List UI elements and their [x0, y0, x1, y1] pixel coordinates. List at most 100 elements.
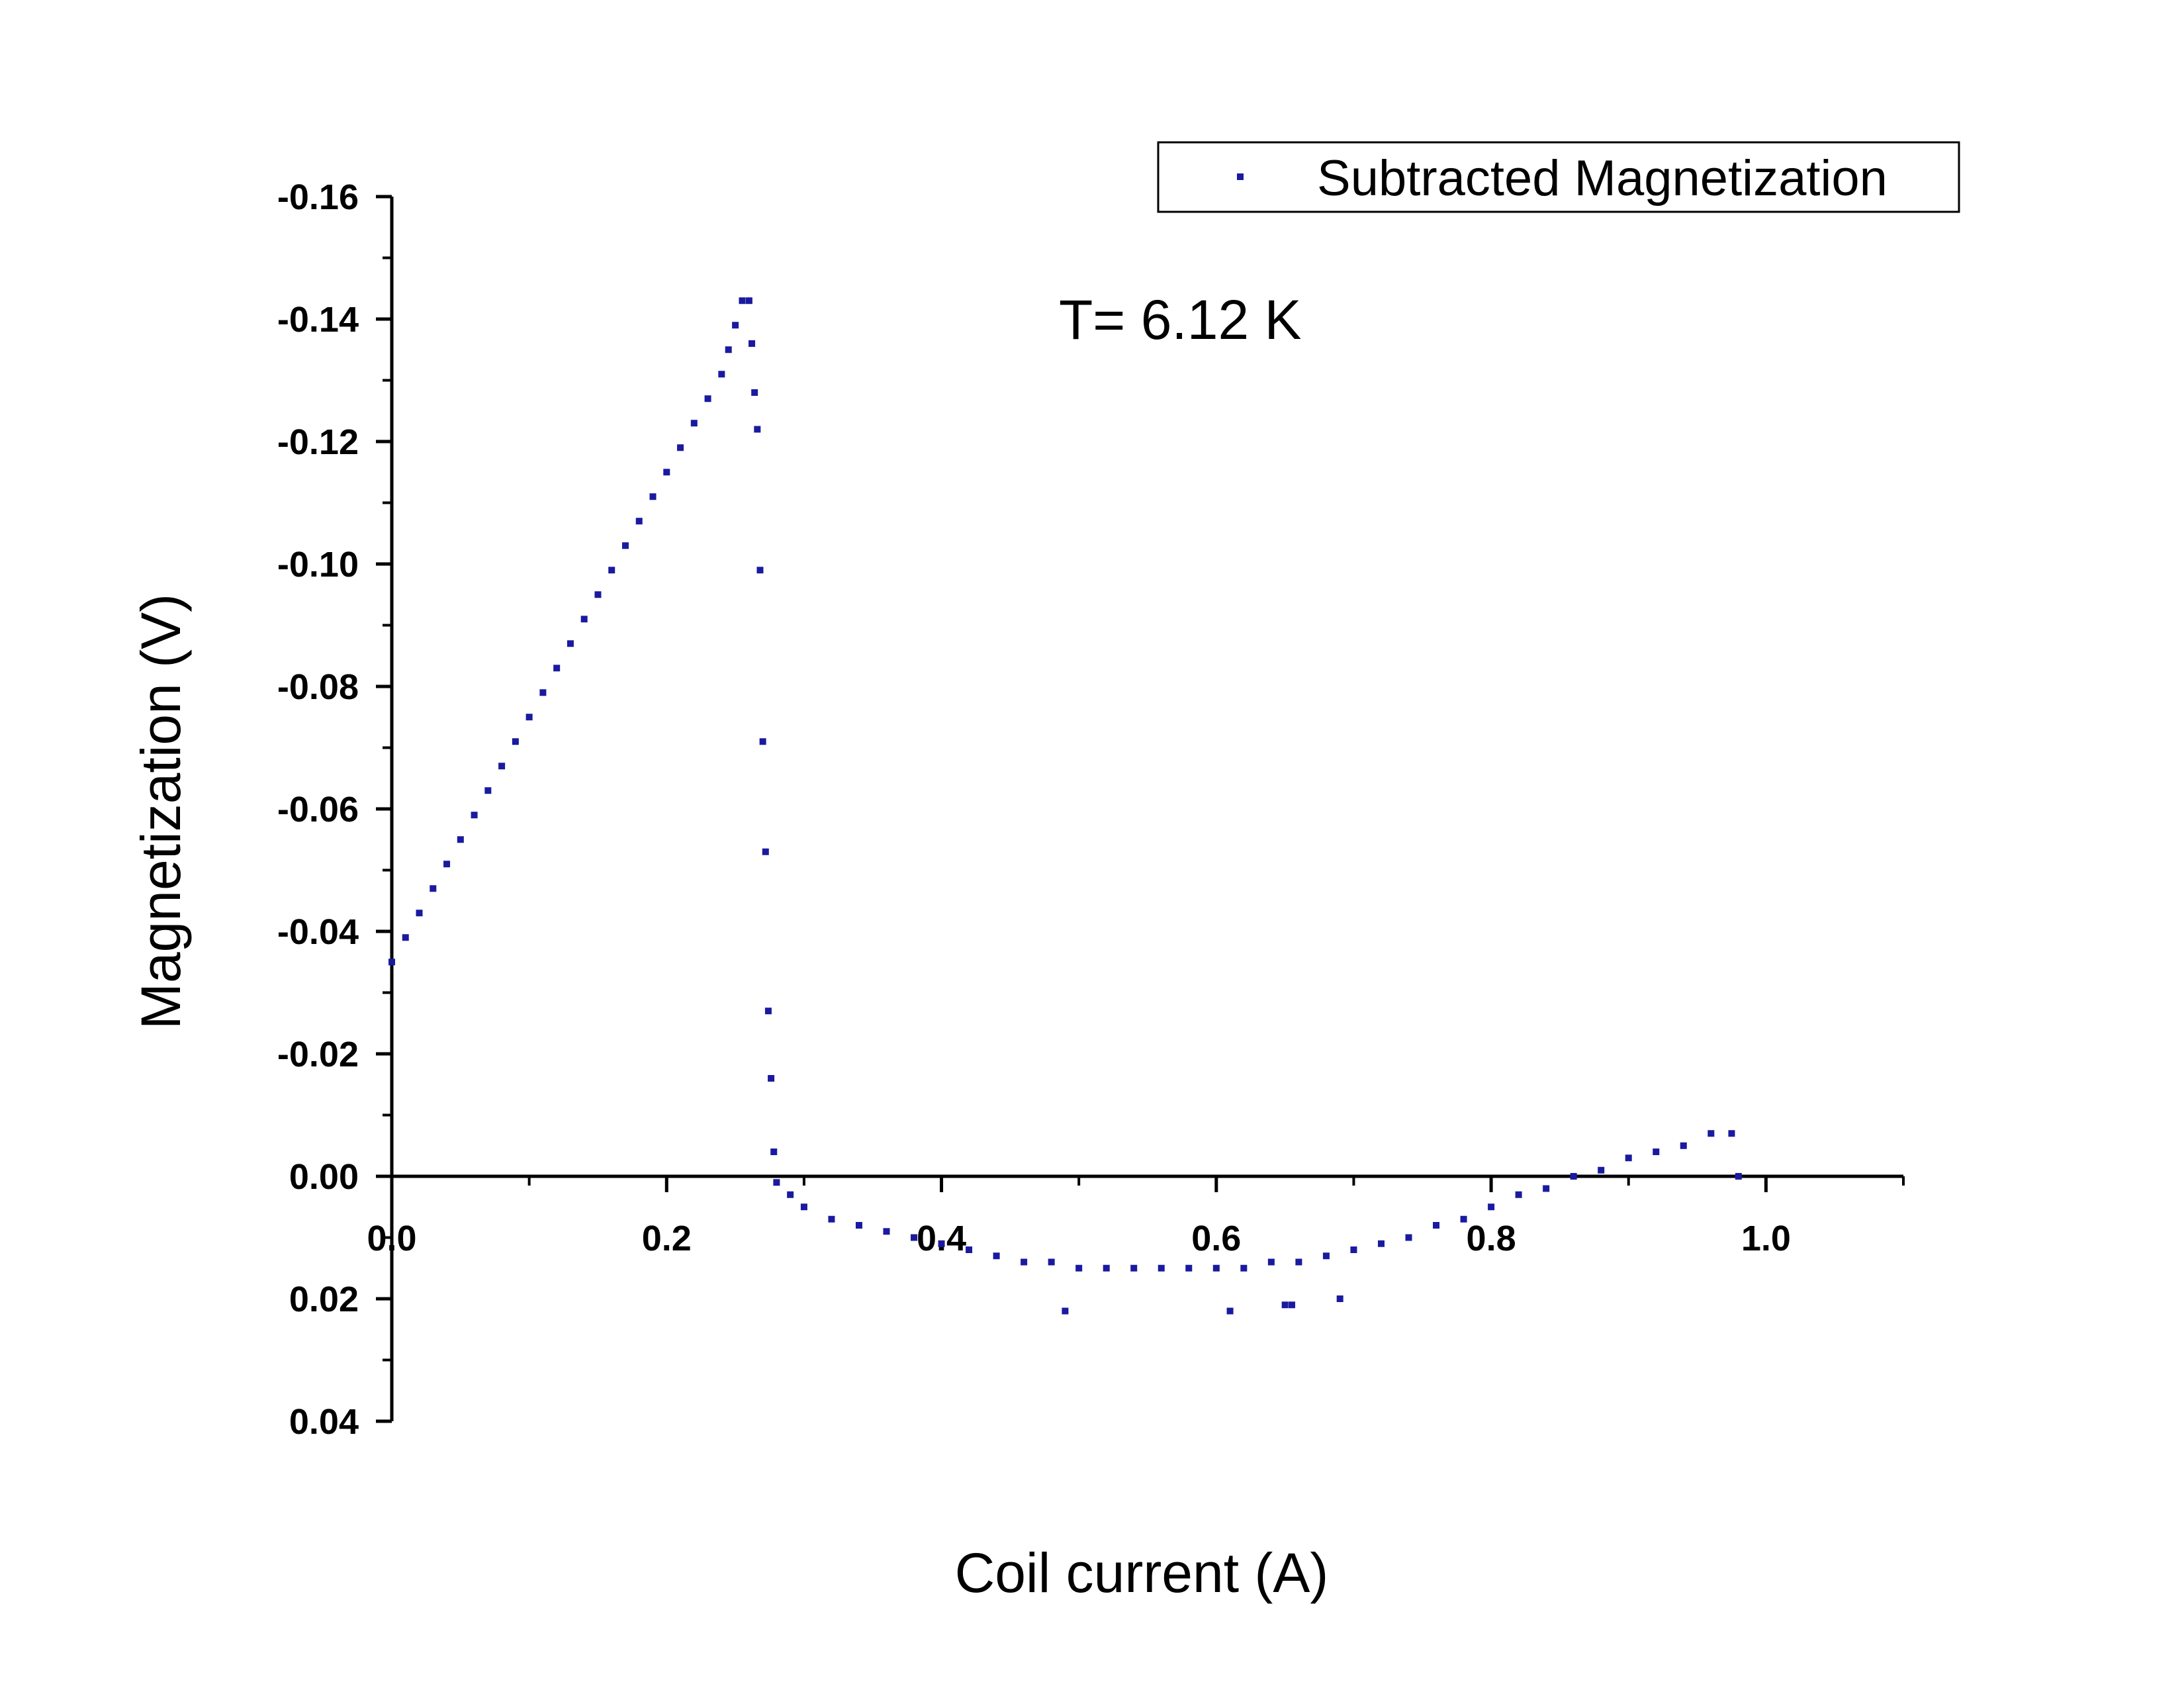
data-point — [1433, 1222, 1440, 1229]
data-point — [690, 420, 698, 427]
data-point — [749, 340, 756, 347]
data-point — [402, 934, 409, 941]
y-tick-label: -0.10 — [277, 545, 359, 585]
y-tick-label: -0.08 — [277, 667, 359, 707]
data-point — [443, 861, 451, 868]
data-point — [1625, 1154, 1632, 1162]
x-tick-label: 0.2 — [642, 1219, 692, 1258]
data-point — [1488, 1203, 1495, 1211]
data-point — [512, 738, 519, 745]
data-point — [993, 1252, 1000, 1260]
data-point — [1350, 1246, 1357, 1253]
data-point — [754, 426, 761, 433]
x-tick-label: 0.4 — [917, 1219, 966, 1258]
x-tick-label: 1.0 — [1741, 1219, 1791, 1258]
data-point — [764, 1008, 772, 1015]
data-point — [1653, 1149, 1660, 1155]
x-axis-ticks: 0.0 0.2 0.4 0.6 0.8 1.0 — [367, 1176, 1905, 1258]
legend-box — [1157, 141, 1960, 213]
data-point — [718, 371, 725, 378]
data-point — [388, 959, 395, 966]
data-point — [787, 1191, 794, 1198]
x-axis-title: Coil current (A) — [955, 1542, 1329, 1604]
data-point — [1295, 1258, 1302, 1266]
data-point — [725, 346, 732, 353]
data-point — [1322, 1252, 1330, 1260]
y-tick-label: -0.14 — [277, 300, 359, 340]
data-point — [1543, 1185, 1550, 1192]
data-point — [762, 848, 769, 855]
data-point — [1281, 1301, 1289, 1309]
data-point — [416, 910, 423, 917]
data-point — [594, 591, 602, 598]
data-point — [663, 469, 670, 476]
data-point — [1515, 1191, 1522, 1198]
data-point — [1103, 1264, 1110, 1272]
data-point — [938, 1240, 945, 1247]
data-point — [430, 885, 437, 892]
data-point — [1405, 1234, 1412, 1241]
data-point — [1062, 1307, 1069, 1315]
data-point — [1735, 1173, 1742, 1180]
legend-series-label: Subtracted Magnetization — [1317, 150, 1888, 207]
data-point — [751, 389, 758, 396]
legend-marker — [1237, 173, 1244, 180]
legend: Subtracted Magnetization — [1157, 141, 1960, 213]
data-point — [525, 714, 533, 721]
y-tick-label: -0.06 — [277, 790, 359, 829]
data-point — [759, 738, 766, 745]
data-point — [1130, 1264, 1138, 1272]
data-point — [745, 297, 752, 305]
data-point — [1075, 1264, 1083, 1272]
data-point — [1048, 1258, 1055, 1266]
y-axis-ticks: -0.16 -0.14 -0.12 -0.10 -0.08 -0.06 -0.04 -0.02… — [277, 177, 392, 1442]
data-point — [1226, 1307, 1234, 1315]
y-tick-label: -0.12 — [277, 422, 359, 462]
y-tick-label: 0.02 — [289, 1280, 359, 1319]
y-tick-label: -0.04 — [277, 912, 359, 952]
data-point — [1267, 1258, 1275, 1266]
temperature-annotation: T= 6.12 K — [1059, 289, 1302, 351]
data-point — [539, 689, 547, 696]
data-point — [883, 1228, 890, 1235]
data-point — [704, 395, 711, 402]
data-point — [1598, 1166, 1605, 1174]
y-axis-title: Magnetization (V) — [130, 594, 192, 1029]
data-point — [484, 787, 492, 794]
data-point — [1289, 1301, 1296, 1309]
x-tick-label: 0.6 — [1191, 1219, 1241, 1258]
data-point — [732, 322, 739, 329]
data-point — [553, 665, 561, 672]
data-point — [1185, 1264, 1193, 1272]
data-point — [677, 444, 684, 451]
data-point — [567, 640, 574, 647]
data-point — [621, 542, 629, 549]
data-point — [756, 567, 764, 574]
data-point — [471, 812, 478, 819]
data-point — [1728, 1130, 1735, 1137]
data-point — [768, 1075, 775, 1082]
data-point — [457, 836, 464, 843]
data-point — [1240, 1264, 1248, 1272]
data-point — [770, 1149, 778, 1155]
data-point — [649, 493, 657, 500]
data-point — [608, 567, 615, 574]
data-point — [966, 1246, 973, 1253]
y-tick-label: -0.16 — [277, 177, 359, 217]
x-tick-label: 0.0 — [367, 1219, 416, 1258]
data-point — [498, 763, 506, 770]
data-point — [855, 1222, 862, 1229]
data-point — [1377, 1240, 1385, 1247]
data-point — [800, 1203, 807, 1211]
y-tick-label: -0.02 — [277, 1035, 359, 1074]
data-point — [580, 616, 588, 623]
data-points — [388, 297, 1742, 1315]
data-point — [1336, 1295, 1343, 1302]
data-point — [1021, 1258, 1028, 1266]
data-point — [1212, 1264, 1220, 1272]
x-tick-label: 0.8 — [1467, 1219, 1516, 1258]
data-point — [1570, 1173, 1577, 1180]
data-point — [1460, 1215, 1467, 1223]
data-point — [635, 518, 643, 525]
